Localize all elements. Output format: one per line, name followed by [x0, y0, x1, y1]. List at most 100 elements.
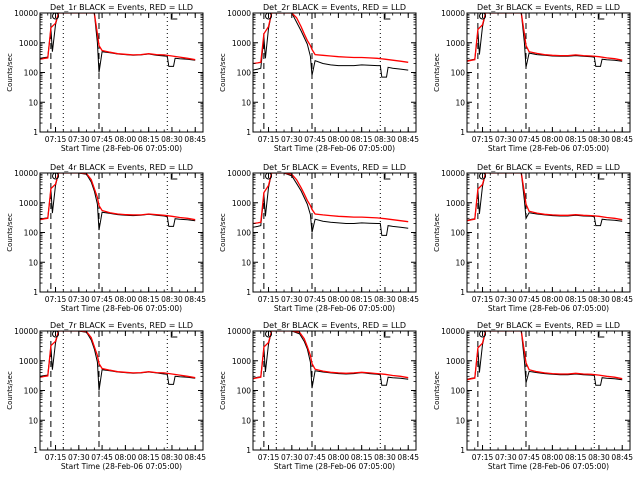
y-tick-label: 1	[460, 128, 465, 137]
interval-bracket-marker	[170, 14, 178, 20]
y-tick-label: 1000	[446, 39, 465, 48]
x-tick-label: 08:30	[161, 295, 183, 304]
y-axis-label: Counts/sec	[219, 371, 227, 410]
chart-panel-2: 1 10 100 1000 10000 07:15 07:30 07:45 08:00 08:15…	[219, 3, 419, 153]
lld-series-line	[467, 331, 623, 381]
x-tick-label: 07:15	[45, 135, 67, 144]
lld-series-line	[40, 13, 196, 61]
x-tick-label: 08:15	[565, 453, 587, 462]
y-tick-label: 1	[33, 128, 38, 137]
x-tick-label: 08:15	[351, 135, 373, 144]
interval-bracket-marker	[383, 14, 391, 20]
plot-frame	[39, 172, 204, 293]
x-tick-label: 07:45	[304, 135, 326, 144]
y-tick-label: 1000	[232, 39, 251, 48]
chart-title: Det_4r BLACK = Events, RED = LLD	[50, 163, 193, 172]
x-tick-label: 08:30	[374, 135, 396, 144]
x-tick-label: 08:45	[184, 135, 206, 144]
y-tick-label: 100	[237, 229, 252, 238]
y-tick-label: 1000	[19, 199, 38, 208]
x-axis-label: Start Time (28-Feb-06 07:05:00)	[274, 304, 395, 313]
y-tick-label: 100	[451, 387, 466, 396]
y-tick-label: 10	[241, 98, 251, 107]
y-axis-label: Counts/sec	[6, 213, 14, 252]
x-tick-label: 07:30	[495, 135, 517, 144]
y-tick-label: 10	[241, 416, 251, 425]
plot-frame	[466, 330, 631, 451]
interval-bracket-marker	[383, 174, 391, 180]
y-axis-label: Counts/sec	[433, 371, 441, 410]
x-tick-label: 08:30	[588, 135, 610, 144]
y-tick-label: 1	[460, 288, 465, 297]
y-tick-label: 10	[28, 416, 38, 425]
x-tick-label: 07:45	[304, 453, 326, 462]
chart-title: Det_6r BLACK = Events, RED = LLD	[477, 163, 620, 172]
y-axis-label: Counts/sec	[6, 371, 14, 410]
x-axis-label: Start Time (28-Feb-06 07:05:00)	[61, 304, 182, 313]
lld-series-line	[467, 173, 623, 222]
x-tick-label: 08:30	[161, 453, 183, 462]
y-axis-label: Counts/sec	[433, 53, 441, 92]
x-tick-label: 08:00	[115, 453, 137, 462]
x-tick-label: 08:30	[588, 453, 610, 462]
chart-title: Det_9r BLACK = Events, RED = LLD	[477, 321, 620, 330]
y-axis-label: Counts/sec	[219, 53, 227, 92]
x-tick-label: 08:15	[351, 453, 373, 462]
y-axis-label: Counts/sec	[433, 213, 441, 252]
interval-bracket-marker	[597, 332, 605, 338]
y-tick-label: 1	[33, 446, 38, 455]
chart-title: Det_1r BLACK = Events, RED = LLD	[50, 3, 193, 12]
x-tick-label: 07:30	[281, 453, 303, 462]
chart-panel-7: 1 10 100 1000 10000 07:15 07:30 07:45 08:00 08:15…	[6, 321, 206, 471]
x-tick-label: 08:45	[397, 295, 419, 304]
y-tick-label: 100	[24, 69, 39, 78]
x-tick-label: 07:15	[45, 295, 67, 304]
x-tick-label: 08:45	[397, 453, 419, 462]
x-tick-label: 08:15	[138, 135, 160, 144]
plot-frame	[466, 172, 631, 293]
y-tick-label: 10	[241, 258, 251, 267]
chart-panel-5: 1 10 100 1000 10000 07:15 07:30 07:45 08:00 08:15…	[219, 163, 419, 313]
y-tick-label: 10	[455, 416, 465, 425]
chart-title: Det_8r BLACK = Events, RED = LLD	[263, 321, 406, 330]
y-tick-label: 100	[237, 69, 252, 78]
y-tick-label: 10000	[227, 9, 251, 18]
x-axis-label: Start Time (28-Feb-06 07:05:00)	[61, 144, 182, 153]
x-tick-label: 08:00	[328, 135, 350, 144]
y-axis-label: Counts/sec	[219, 213, 227, 252]
y-tick-label: 1	[460, 446, 465, 455]
x-tick-label: 08:30	[588, 295, 610, 304]
chart-panel-6: 1 10 100 1000 10000 07:15 07:30 07:45 08:00 08:15…	[433, 163, 633, 313]
y-tick-label: 1	[246, 446, 251, 455]
plot-frame	[39, 12, 204, 133]
x-tick-label: 07:45	[518, 135, 540, 144]
x-tick-label: 07:30	[281, 135, 303, 144]
chart-title: Det_2r BLACK = Events, RED = LLD	[263, 3, 406, 12]
y-tick-label: 10000	[441, 169, 465, 178]
x-tick-label: 07:15	[258, 295, 280, 304]
y-tick-label: 10000	[441, 9, 465, 18]
x-tick-label: 08:30	[374, 453, 396, 462]
x-axis-label: Start Time (28-Feb-06 07:05:00)	[61, 462, 182, 471]
x-tick-label: 08:45	[184, 295, 206, 304]
y-tick-label: 1000	[446, 357, 465, 366]
x-tick-label: 08:00	[328, 295, 350, 304]
plot-frame	[466, 12, 631, 133]
lld-series-line	[253, 13, 409, 65]
x-axis-label: Start Time (28-Feb-06 07:05:00)	[488, 462, 609, 471]
lld-series-line	[253, 173, 409, 225]
y-tick-label: 10000	[14, 9, 38, 18]
y-tick-label: 1000	[232, 199, 251, 208]
lld-series-line	[253, 331, 409, 380]
x-tick-label: 08:00	[115, 135, 137, 144]
events-series-line	[253, 173, 409, 236]
y-tick-label: 10000	[441, 327, 465, 336]
interval-bracket-marker	[597, 14, 605, 20]
x-tick-label: 07:45	[91, 295, 113, 304]
chart-title: Det_7r BLACK = Events, RED = LLD	[50, 321, 193, 330]
x-tick-label: 07:45	[518, 295, 540, 304]
x-tick-label: 07:30	[68, 135, 90, 144]
x-tick-label: 08:45	[611, 453, 633, 462]
x-tick-label: 07:15	[472, 295, 494, 304]
